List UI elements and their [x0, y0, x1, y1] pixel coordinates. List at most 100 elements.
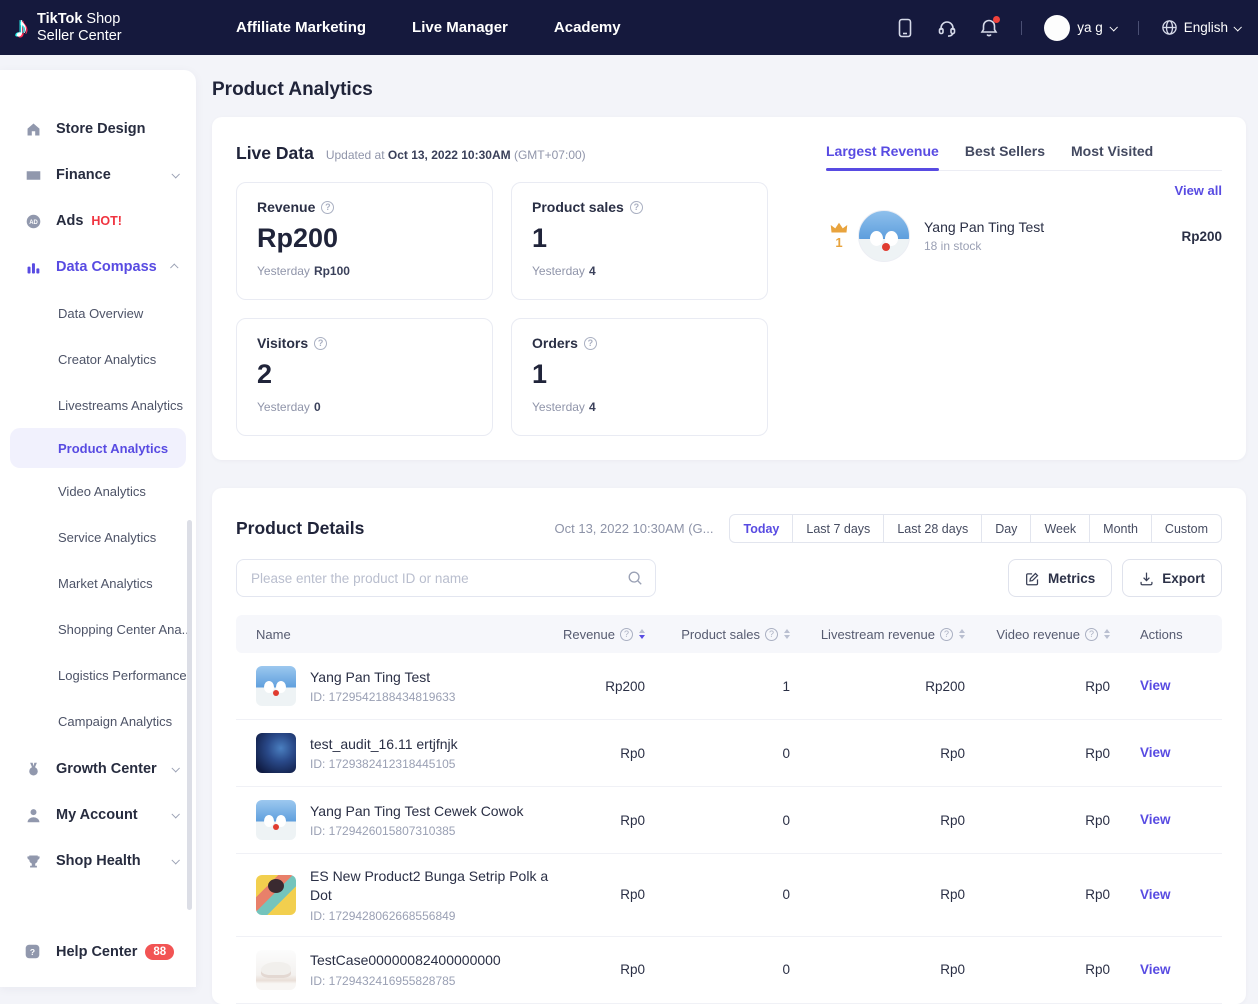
hot-badge: HOT!: [91, 214, 122, 228]
sidebar-item-data-compass[interactable]: Data Compass: [0, 244, 196, 290]
user-menu[interactable]: ya g: [1044, 15, 1116, 41]
notifications-bell-icon[interactable]: [979, 18, 999, 38]
rank-1: 1: [826, 222, 852, 250]
product-name[interactable]: Yang Pan Ting Test Cewek Cowok: [310, 802, 524, 821]
product-avatar: [858, 210, 910, 262]
medal-icon: [24, 760, 42, 778]
live-data-title: Live Data: [236, 143, 314, 164]
view-link[interactable]: View: [1140, 745, 1171, 760]
top-product-row[interactable]: 1 Yang Pan Ting Test 18 in stock Rp200: [826, 210, 1222, 262]
top-product-stock: 18 in stock: [924, 239, 1044, 253]
product-sales-cell: 0: [645, 746, 790, 761]
product-name[interactable]: TestCase00000082400000000: [310, 951, 501, 970]
range-button-last-28-days[interactable]: Last 28 days: [883, 514, 982, 543]
tiktok-shop-logo[interactable]: ♪ TikTok Shop Seller Center: [14, 11, 224, 44]
column-header-actions: Actions: [1110, 627, 1202, 642]
column-header-livestream-revenue[interactable]: Livestream revenue?: [790, 627, 965, 642]
range-button-month[interactable]: Month: [1089, 514, 1152, 543]
sidebar-item-market-analytics[interactable]: Market Analytics: [0, 560, 196, 606]
info-icon[interactable]: ?: [314, 337, 327, 350]
sidebar-item-creator-analytics[interactable]: Creator Analytics: [0, 336, 196, 382]
sidebar-item-data-overview[interactable]: Data Overview: [0, 290, 196, 336]
tiktok-note-icon: ♪: [14, 13, 29, 43]
sidebar-item-livestreams-analytics[interactable]: Livestreams Analytics: [0, 382, 196, 428]
livestream-revenue-cell: Rp0: [790, 962, 965, 977]
chevron-up-icon: [170, 263, 178, 271]
range-button-week[interactable]: Week: [1030, 514, 1090, 543]
person-icon: [24, 806, 42, 824]
info-icon[interactable]: ?: [1085, 628, 1098, 641]
tab-largest-revenue[interactable]: Largest Revenue: [826, 143, 939, 170]
chevron-down-icon: [171, 170, 179, 178]
nav-link-live-manager[interactable]: Live Manager: [412, 19, 508, 36]
range-button-custom[interactable]: Custom: [1151, 514, 1222, 543]
view-link[interactable]: View: [1140, 887, 1171, 902]
sidebar-item-store-design[interactable]: Store Design: [0, 106, 196, 152]
info-icon[interactable]: ?: [321, 201, 334, 214]
sidebar-item-logistics-performance[interactable]: Logistics Performance: [0, 652, 196, 698]
info-icon[interactable]: ?: [765, 628, 778, 641]
column-header-video-revenue[interactable]: Video revenue?: [965, 627, 1110, 642]
info-icon[interactable]: ?: [584, 337, 597, 350]
mobile-app-icon[interactable]: [895, 18, 915, 38]
sidebar-item-my-account[interactable]: My Account: [0, 792, 196, 838]
sidebar-item-video-analytics[interactable]: Video Analytics: [0, 468, 196, 514]
top-product-revenue: Rp200: [1181, 229, 1222, 244]
export-button[interactable]: Export: [1122, 559, 1222, 597]
view-link[interactable]: View: [1140, 678, 1171, 693]
table-row: test_audit_16.11 ertjfnjk ID: 1729382412…: [236, 720, 1222, 787]
sidebar-item-shopping-center-analytics[interactable]: Shopping Center Ana...: [0, 606, 196, 652]
column-header-product-sales[interactable]: Product sales?: [645, 627, 790, 642]
sidebar-scrollbar[interactable]: [187, 520, 192, 910]
nav-link-academy[interactable]: Academy: [554, 19, 621, 36]
view-all-link[interactable]: View all: [826, 183, 1222, 198]
range-button-last-7-days[interactable]: Last 7 days: [792, 514, 884, 543]
sidebar-item-finance[interactable]: Finance: [0, 152, 196, 198]
svg-text:?: ?: [30, 947, 35, 957]
product-name[interactable]: ES New Product2 Bunga Setrip Polk a Dot: [310, 867, 556, 905]
tab-best-sellers[interactable]: Best Sellers: [965, 143, 1045, 170]
sidebar-item-ads[interactable]: AD Ads HOT!: [0, 198, 196, 244]
view-link[interactable]: View: [1140, 812, 1171, 827]
info-icon[interactable]: ?: [620, 628, 633, 641]
sidebar-item-service-analytics[interactable]: Service Analytics: [0, 514, 196, 560]
sidebar-item-campaign-analytics[interactable]: Campaign Analytics: [0, 698, 196, 744]
data-compass-submenu: Data Overview Creator Analytics Livestre…: [0, 290, 196, 744]
product-sales-cell: 0: [645, 887, 790, 902]
table-row: Yang Pan Ting Test ID: 17295421884348196…: [236, 653, 1222, 720]
view-link[interactable]: View: [1140, 962, 1171, 977]
info-icon[interactable]: ?: [630, 201, 643, 214]
livestream-revenue-cell: Rp0: [790, 813, 965, 828]
page-title: Product Analytics: [212, 79, 1246, 101]
search-icon[interactable]: [627, 570, 643, 586]
column-header-revenue[interactable]: Revenue?: [556, 627, 645, 642]
metrics-button[interactable]: Metrics: [1008, 559, 1112, 597]
card-icon: [24, 166, 42, 184]
chevron-down-icon: [171, 764, 179, 772]
ads-icon: AD: [24, 212, 42, 230]
sidebar-item-product-analytics[interactable]: Product Analytics: [10, 428, 186, 468]
revenue-cell: Rp0: [556, 962, 645, 977]
product-name[interactable]: test_audit_16.11 ertjfnjk: [310, 735, 458, 754]
tab-most-visited[interactable]: Most Visited: [1071, 143, 1153, 170]
range-button-today[interactable]: Today: [729, 514, 793, 543]
product-name[interactable]: Yang Pan Ting Test: [310, 668, 455, 687]
product-id: ID: 1729542188434819633: [310, 690, 455, 704]
info-icon[interactable]: ?: [940, 628, 953, 641]
download-icon: [1139, 571, 1154, 586]
sidebar-item-growth-center[interactable]: Growth Center: [0, 746, 196, 792]
trophy-icon: [24, 852, 42, 870]
range-button-day[interactable]: Day: [981, 514, 1031, 543]
nav-link-affiliate-marketing[interactable]: Affiliate Marketing: [236, 19, 366, 36]
product-search-input[interactable]: [251, 571, 627, 586]
support-headset-icon[interactable]: [937, 18, 957, 38]
sidebar-item-shop-health[interactable]: Shop Health: [0, 838, 196, 884]
product-table: Name Revenue? Product sales? Livestream …: [236, 615, 1222, 1004]
sidebar-item-help-center[interactable]: ? Help Center 88: [0, 943, 196, 961]
product-id: ID: 1729428062668556849: [310, 909, 556, 923]
revenue-cell: Rp0: [556, 746, 645, 761]
language-selector[interactable]: English: [1161, 19, 1240, 36]
revenue-cell: Rp200: [556, 679, 645, 694]
